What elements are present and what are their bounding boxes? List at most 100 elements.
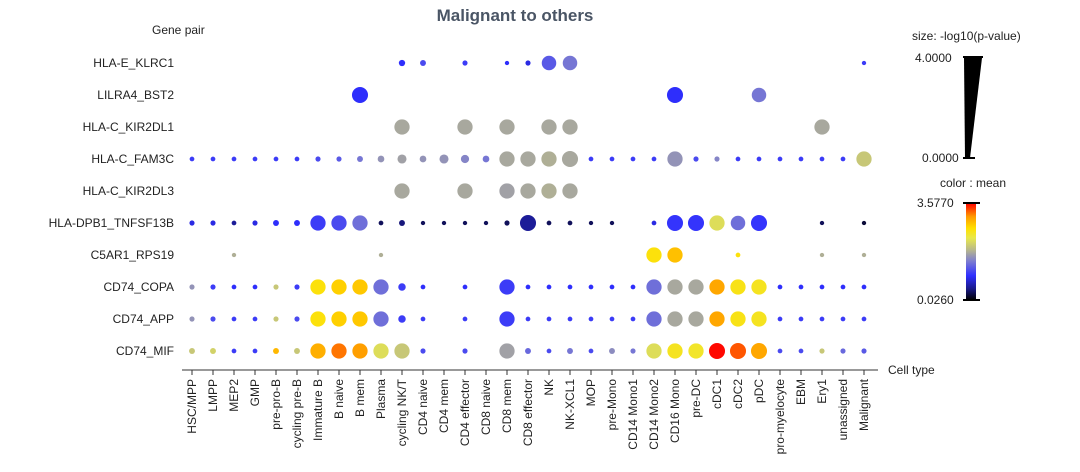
bubble <box>541 183 557 199</box>
bubble <box>210 284 216 290</box>
bubble <box>231 348 237 354</box>
x-tick-label: CD8 naive <box>479 379 493 435</box>
x-tick-label: CD16 Mono <box>668 379 682 443</box>
size-legend-min-label: 0.0000 <box>922 151 959 165</box>
x-tick-label: B naive <box>332 379 346 419</box>
bubble <box>567 348 573 354</box>
x-tick-label: CD14 Mono1 <box>626 379 640 450</box>
bubble <box>252 316 258 322</box>
bubble <box>462 60 468 66</box>
bubble <box>352 215 368 231</box>
bubble <box>420 316 426 322</box>
bubble <box>588 348 594 354</box>
x-tick-label: HSC/MPP <box>185 379 199 434</box>
bubble <box>457 119 473 135</box>
bubble <box>646 247 662 263</box>
bubble <box>525 316 531 322</box>
bubble <box>562 119 578 135</box>
y-tick-label: HLA-DPB1_TNFSF13B <box>49 216 174 230</box>
bubble <box>310 311 326 327</box>
bubble <box>352 311 368 327</box>
bubble <box>666 86 684 104</box>
y-tick-label: HLA-C_FAM3C <box>91 152 174 166</box>
bubble <box>646 343 662 359</box>
bubble <box>651 156 657 162</box>
bubble <box>520 151 536 167</box>
bubble <box>189 316 195 322</box>
bubble <box>210 316 216 322</box>
bubble <box>394 119 410 135</box>
bubble <box>399 220 405 226</box>
bubble <box>294 220 300 226</box>
x-tick-label: pre-Mono <box>605 379 619 431</box>
x-tick-label: CD4 naive <box>416 379 430 435</box>
bubble <box>777 348 783 354</box>
bubble <box>819 284 825 290</box>
y-tick-label: CD74_COPA <box>104 280 174 294</box>
bubble <box>798 348 804 354</box>
bubble <box>777 316 783 322</box>
bubble <box>630 348 636 354</box>
bubble <box>351 86 369 104</box>
bubble <box>231 156 237 162</box>
bubble <box>210 220 216 226</box>
bubble <box>819 156 825 162</box>
bubble <box>667 343 683 359</box>
bubble <box>546 284 552 290</box>
x-ticks <box>191 370 865 375</box>
bubble <box>189 348 195 354</box>
x-tick-label: pDC <box>752 379 766 403</box>
bubble <box>730 215 746 231</box>
bubble <box>814 119 830 135</box>
bubble <box>777 156 783 162</box>
color-legend-bar <box>966 203 976 300</box>
bubble <box>420 220 426 226</box>
bubble <box>331 343 347 359</box>
x-tick-label: NK-XCL1 <box>563 379 577 430</box>
bubble <box>482 155 490 163</box>
bubble <box>231 316 237 322</box>
x-tick-label: CD4 mem <box>437 379 451 433</box>
bubble <box>462 284 468 290</box>
bubble <box>252 156 258 162</box>
x-tick-label: pro-myelocyte <box>773 379 787 455</box>
bubble <box>525 60 531 66</box>
bubble <box>651 220 657 226</box>
bubble <box>667 151 683 167</box>
bubble <box>588 220 594 226</box>
y-axis-title: Gene pair <box>152 23 205 37</box>
x-tick-label: CD8 mem <box>500 379 514 433</box>
color-legend-min-label: 0.0260 <box>917 293 954 307</box>
bubble <box>856 151 872 167</box>
bubble <box>688 279 704 295</box>
bubble <box>273 284 279 290</box>
bubble <box>294 284 300 290</box>
y-tick-labels: HLA-E_KLRC1 LILRA4_BST2 HLA-C_KIR2DL1 HLA-C… <box>49 56 175 358</box>
bubble <box>499 183 515 199</box>
bubble <box>609 348 615 354</box>
bubble <box>352 343 368 359</box>
bubble <box>439 154 449 164</box>
bubble <box>398 283 406 291</box>
bubble <box>231 284 237 290</box>
bubble <box>798 284 804 290</box>
bubble <box>525 284 531 290</box>
y-tick-label: HLA-E_KLRC1 <box>93 56 174 70</box>
bubble <box>709 279 725 295</box>
x-tick-label: MOP <box>584 379 598 406</box>
bubble <box>541 55 557 71</box>
x-tick-label: pre-DC <box>689 379 703 418</box>
bubble <box>398 315 406 323</box>
x-tick-label: CD8 effector <box>521 379 535 446</box>
bubble <box>273 156 279 162</box>
bubble <box>861 60 867 66</box>
x-tick-label: cDC2 <box>731 379 745 409</box>
bubble <box>373 311 389 327</box>
bubble <box>336 156 342 162</box>
chart-title: Malignant to others <box>437 6 594 25</box>
bubble <box>861 284 867 290</box>
bubble <box>688 343 704 359</box>
bubble <box>729 342 747 360</box>
x-tick-label: LMPP <box>206 379 220 412</box>
bubble <box>441 220 447 226</box>
